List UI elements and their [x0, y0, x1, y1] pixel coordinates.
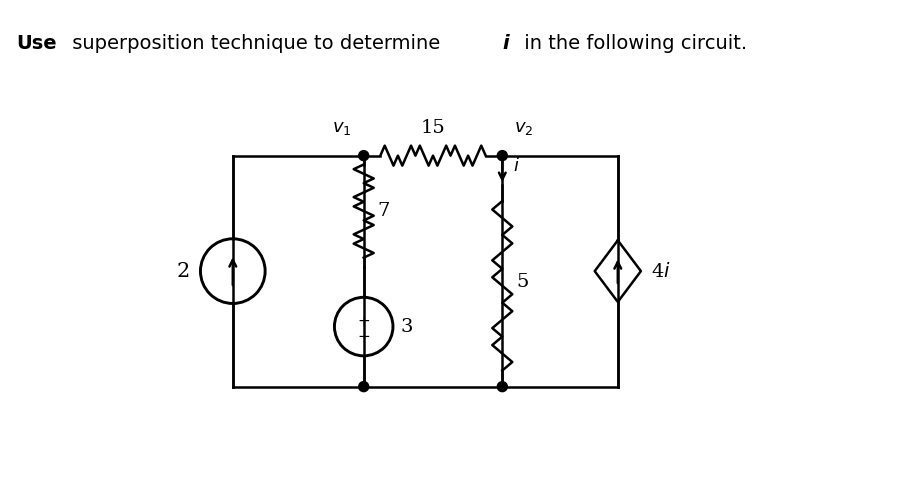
Text: $-$: $-$ [357, 327, 369, 342]
Text: i: i [502, 34, 508, 53]
Circle shape [358, 382, 369, 392]
Text: in the following circuit.: in the following circuit. [517, 34, 746, 53]
Text: $v_2$: $v_2$ [514, 119, 533, 137]
Text: 4$i$: 4$i$ [651, 262, 670, 281]
Text: 7: 7 [377, 202, 390, 220]
Text: superposition technique to determine: superposition technique to determine [66, 34, 447, 53]
Circle shape [497, 382, 506, 392]
Circle shape [497, 151, 506, 161]
Text: 5: 5 [516, 273, 528, 291]
Text: 15: 15 [420, 119, 445, 137]
Text: $i$: $i$ [513, 158, 519, 175]
Text: Use: Use [17, 34, 57, 53]
Circle shape [358, 151, 369, 161]
Text: 3: 3 [401, 318, 413, 335]
Text: $+$: $+$ [357, 314, 369, 330]
Text: $v_1$: $v_1$ [332, 119, 352, 137]
Text: 2: 2 [176, 262, 190, 281]
